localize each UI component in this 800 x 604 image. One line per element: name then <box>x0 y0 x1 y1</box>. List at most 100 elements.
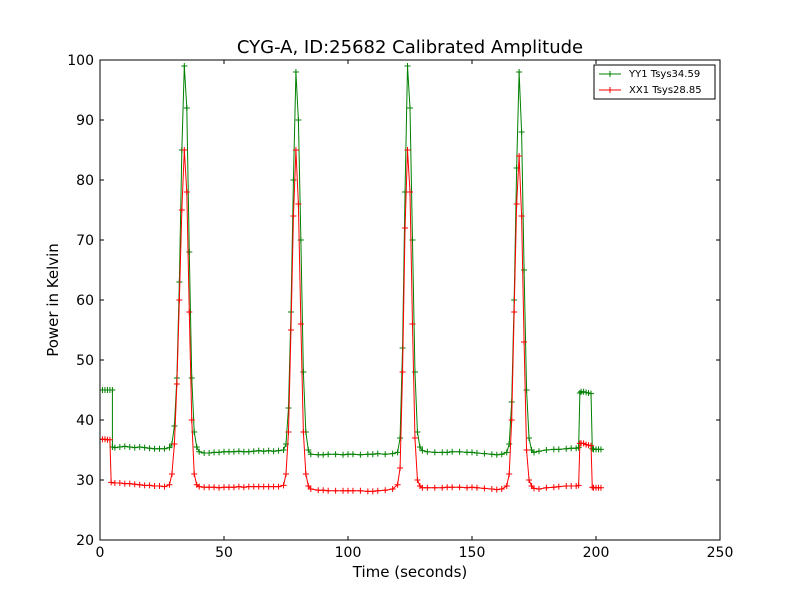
data-point <box>526 477 533 483</box>
data-point <box>389 450 396 457</box>
data-point <box>307 486 314 492</box>
data-point <box>469 449 475 456</box>
data-point <box>320 487 327 494</box>
data-point <box>146 445 153 452</box>
data-point <box>285 429 292 435</box>
data-point <box>382 487 389 494</box>
y-tick-label: 80 <box>76 173 94 189</box>
data-point <box>186 249 193 255</box>
data-point <box>178 207 185 213</box>
data-point <box>449 484 456 491</box>
data-point <box>166 444 173 451</box>
data-point <box>506 441 513 447</box>
data-point <box>382 451 389 458</box>
data-point <box>588 390 595 397</box>
data-point <box>498 486 505 492</box>
chart-title: CYG-A, ID:25682 Calibrated Amplitude <box>237 37 583 58</box>
data-point <box>399 369 406 375</box>
data-point <box>473 484 480 491</box>
data-point <box>245 448 252 455</box>
tick-layer: 0 50 100 150 200 250 20 30 40 50 60 70 80 90 100 <box>67 53 733 561</box>
data-point <box>374 450 381 457</box>
x-axis-label: Time (seconds) <box>352 563 468 581</box>
data-point <box>488 451 495 458</box>
data-point <box>481 450 488 457</box>
data-point <box>235 448 242 455</box>
data-point <box>193 444 200 450</box>
data-point <box>493 451 500 458</box>
data-point <box>131 481 138 488</box>
data-point <box>146 482 153 489</box>
legend-label-yy1: YY1 Tsys34.59 <box>628 69 700 80</box>
data-point <box>206 450 213 456</box>
data-point <box>302 471 309 477</box>
data-point <box>131 444 138 451</box>
data-point <box>290 177 297 183</box>
plot-frame <box>99 59 721 541</box>
data-point <box>506 471 513 477</box>
data-point <box>394 449 401 456</box>
data-point <box>141 444 148 451</box>
data-point <box>513 201 520 207</box>
data-point <box>116 444 123 450</box>
data-point <box>106 436 113 443</box>
data-point <box>431 449 438 456</box>
data-point <box>543 447 550 453</box>
data-point <box>493 486 500 493</box>
data-point <box>411 369 418 375</box>
data-point <box>563 445 570 452</box>
data-point <box>171 441 178 447</box>
legend: YY1 Tsys34.59 XX1 Tsys28.85 <box>593 64 716 100</box>
data-point <box>511 309 518 315</box>
data-point <box>444 449 451 456</box>
data-point <box>473 450 480 456</box>
data-point <box>531 449 537 456</box>
data-point <box>290 213 297 219</box>
data-point <box>126 480 133 487</box>
data-point <box>332 451 339 458</box>
data-point <box>498 451 505 458</box>
data-point <box>255 447 262 454</box>
data-point <box>116 480 123 486</box>
data-point <box>521 339 528 345</box>
data-point <box>270 448 277 455</box>
data-point <box>424 448 431 455</box>
data-point <box>211 484 218 491</box>
data-point <box>394 481 401 488</box>
series-layer <box>100 63 604 495</box>
data-point <box>464 484 471 491</box>
data-point <box>526 435 533 441</box>
data-point <box>535 486 542 492</box>
data-point <box>535 448 542 455</box>
data-point <box>230 448 237 455</box>
data-point <box>407 189 413 195</box>
data-point <box>523 387 530 393</box>
legend-box <box>593 64 716 100</box>
data-point <box>166 481 173 488</box>
x-tick-label: 100 <box>335 545 362 561</box>
data-point <box>456 448 463 455</box>
data-point <box>275 447 282 454</box>
data-point <box>188 375 195 381</box>
data-point <box>414 477 421 483</box>
data-point <box>503 483 510 489</box>
data-point <box>297 321 304 327</box>
data-point <box>109 387 116 393</box>
data-point <box>449 448 456 455</box>
data-point <box>186 309 193 315</box>
data-point <box>191 471 198 477</box>
legend-marker-xx1 <box>607 87 613 93</box>
data-point <box>295 201 302 207</box>
x-tick-label: 0 <box>96 545 105 561</box>
data-point <box>275 483 282 490</box>
data-point <box>340 451 347 458</box>
data-point <box>414 429 421 435</box>
data-point <box>240 484 247 491</box>
data-point <box>424 484 431 491</box>
x-tick-label: 50 <box>215 545 233 561</box>
data-point <box>300 429 307 435</box>
data-point <box>285 405 292 411</box>
data-point <box>555 446 562 453</box>
data-point <box>404 63 411 69</box>
